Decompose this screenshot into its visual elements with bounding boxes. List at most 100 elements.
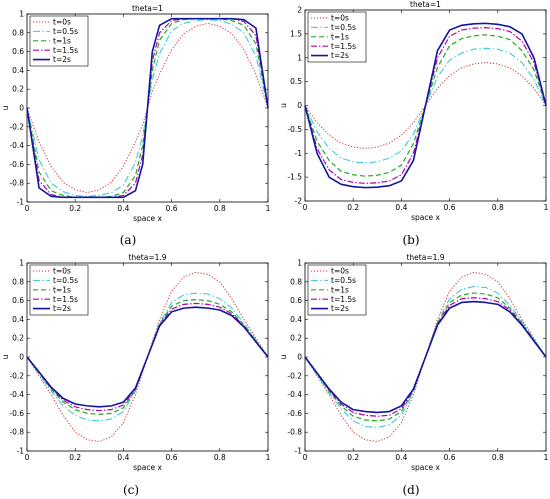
legend-label: t=0.5s (331, 23, 356, 32)
y-tick-label: -0.2 (9, 122, 24, 131)
x-tick-label: 0 (303, 203, 308, 212)
panel-a: 0 0.2 0.4 0.6 0.8 1 -1 -0.8 -0.6 -0.4 -0.2 0 0.2 0.4 0… (1, 4, 271, 247)
x-tick-label: 0.4 (117, 204, 129, 213)
x-tick-label: 0 (25, 204, 30, 213)
panel-caption: (d) (402, 483, 419, 497)
y-tick-label: 0 (297, 353, 302, 362)
x-tick-label: 0.6 (444, 203, 456, 212)
y-tick-label: 0.2 (12, 85, 24, 94)
legend-label: t=2s (331, 51, 349, 60)
legend-label: t=0s (53, 267, 71, 276)
y-tick-label: 0.5 (290, 77, 302, 86)
legend-label: t=2s (331, 304, 349, 313)
x-tick-label: 0.6 (166, 453, 178, 462)
x-tick-label: 1 (544, 203, 549, 212)
series-line-t=1.5s (304, 297, 547, 417)
legend-label: t=2s (53, 55, 71, 64)
legend-box (307, 11, 367, 63)
x-axis-label: space x (133, 214, 162, 223)
y-axis-label: u (279, 103, 288, 108)
y-tick-label: 0.2 (12, 334, 24, 343)
legend-label: t=0s (331, 14, 349, 23)
y-tick-label: -0.6 (287, 409, 302, 418)
chart-title: theta=1 (132, 4, 163, 13)
y-tick-label: 0.8 (12, 28, 24, 37)
chart-title: theta=1 (410, 0, 441, 9)
y-tick-label: -0.6 (9, 160, 24, 169)
legend-label: t=1.5s (331, 42, 356, 51)
panel-c: 0 0.2 0.4 0.6 0.8 1 -1 -0.8 -0.6 -0.4 -0.2 0 0.2 0.4 0… (1, 253, 271, 497)
legend-label: t=1.5s (331, 295, 356, 304)
legend-label: t=1s (331, 32, 349, 41)
x-tick-label: 0.2 (69, 204, 81, 213)
x-tick-label: 0 (25, 453, 30, 462)
series-line-t=0.5s (304, 286, 547, 428)
series-line-t=2s (26, 306, 269, 408)
y-tick-label: -0.5 (287, 125, 302, 134)
x-tick-label: 0.8 (214, 453, 226, 462)
y-tick-label: 0 (297, 101, 302, 110)
panel-d: 0 0.2 0.4 0.6 0.8 1 -1 -0.8 -0.6 -0.4 -0.2 0 0.2 0.4 0… (279, 253, 549, 497)
y-tick-label: 0.2 (290, 334, 302, 343)
y-tick-label: -0.2 (287, 371, 302, 380)
y-tick-label: -0.8 (9, 428, 24, 437)
x-tick-label: 0.8 (492, 203, 504, 212)
series-line-t=2s (26, 17, 269, 199)
x-tick-label: 0.8 (492, 453, 504, 462)
x-axis-label: space x (411, 463, 440, 472)
y-tick-label: -1 (295, 447, 303, 456)
legend-label: t=1.5s (53, 46, 78, 55)
legend-label: t=1s (331, 285, 349, 294)
y-tick-label: 1 (297, 259, 302, 268)
legend: t=0st=0.5st=1st=1.5st=2s (29, 15, 89, 67)
x-tick-label: 0.2 (347, 203, 359, 212)
x-axis-label: space x (411, 213, 440, 222)
y-tick-label: 0.6 (12, 296, 24, 305)
legend-label: t=0s (53, 18, 71, 27)
y-tick-label: -0.2 (9, 371, 24, 380)
series-line-t=2s (304, 300, 547, 414)
y-tick-label: -0.8 (9, 179, 24, 188)
x-tick-label: 0.2 (347, 453, 359, 462)
panel-caption: (c) (123, 483, 139, 497)
chart-title: theta=1.9 (406, 253, 444, 262)
x-tick-label: 1 (544, 453, 549, 462)
legend-box (29, 264, 89, 316)
y-axis-label: u (1, 105, 10, 110)
series-line-t=2s (304, 22, 547, 189)
x-tick-label: 0.6 (444, 453, 456, 462)
y-tick-label: -0.4 (9, 141, 24, 150)
x-axis-label: space x (133, 463, 162, 472)
y-tick-label: 1 (19, 259, 24, 268)
legend-box (307, 264, 367, 316)
y-tick-label: 0 (19, 104, 24, 113)
y-tick-label: 0.4 (12, 315, 24, 324)
y-tick-label: 0.6 (12, 47, 24, 56)
y-tick-label: -0.6 (9, 409, 24, 418)
x-tick-label: 0.4 (395, 203, 407, 212)
y-tick-label: 0.8 (12, 277, 24, 286)
y-tick-label: -1.5 (287, 173, 302, 182)
y-tick-label: -1 (295, 149, 303, 158)
x-tick-label: 1 (266, 453, 271, 462)
legend: t=0st=0.5st=1st=1.5st=2s (307, 264, 367, 316)
y-tick-label: 1 (297, 53, 302, 62)
y-tick-label: 0.4 (12, 66, 24, 75)
legend-label: t=0.5s (53, 27, 78, 36)
series-line-t=0s (26, 271, 269, 443)
legend-box (29, 15, 89, 67)
series-line-t=0.5s (26, 292, 269, 422)
panel-b: 0 0.2 0.4 0.6 0.8 1 -2 -1.5 -1 -0.5 0 0.5 1 1.5 2 theta… (279, 0, 549, 247)
legend-label: t=0.5s (53, 276, 78, 285)
legend-label: t=0.5s (331, 276, 356, 285)
y-tick-label: -0.8 (287, 428, 302, 437)
y-tick-label: 1 (19, 10, 24, 19)
y-tick-label: -0.4 (9, 390, 24, 399)
x-tick-label: 0.4 (117, 453, 129, 462)
x-tick-label: 0.4 (395, 453, 407, 462)
legend-label: t=1s (53, 285, 71, 294)
y-axis-label: u (1, 354, 10, 359)
y-tick-label: 0 (19, 353, 24, 362)
y-tick-label: 2 (297, 6, 302, 15)
y-tick-label: 0.4 (290, 315, 302, 324)
